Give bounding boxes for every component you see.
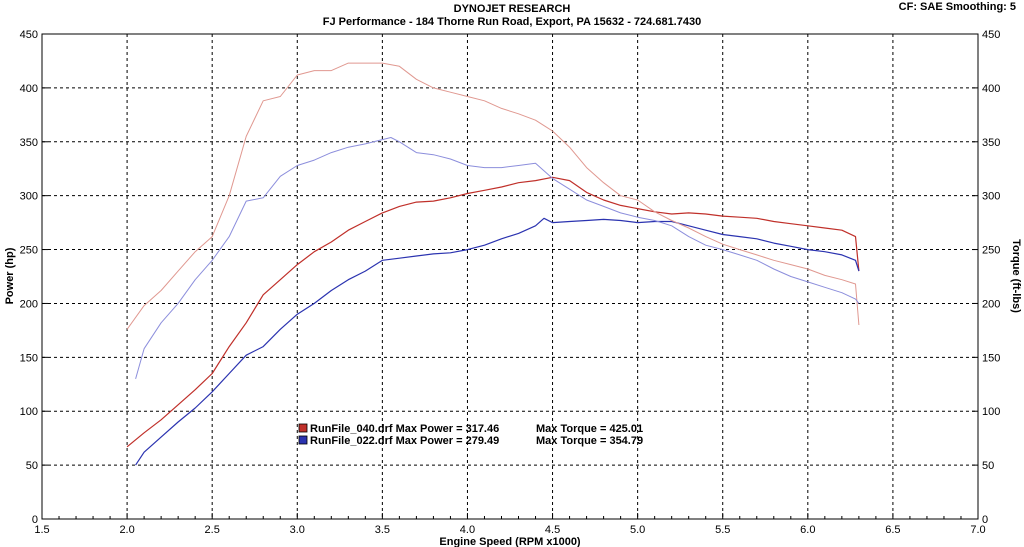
- x-tick-label: 4.0: [460, 524, 475, 536]
- y-tick-label-left: 450: [20, 29, 38, 41]
- x-tick-label: 7.0: [970, 524, 985, 536]
- x-tick-label: 1.5: [34, 524, 49, 536]
- x-tick-label: 2.5: [205, 524, 220, 536]
- x-tick-label: 3.5: [375, 524, 390, 536]
- y-tick-label-right: 150: [982, 352, 1000, 364]
- y-tick-label-right: 200: [982, 298, 1000, 310]
- y-tick-label-left: 150: [20, 352, 38, 364]
- y-tick-label-left: 250: [20, 245, 38, 257]
- x-tick-label: 5.5: [715, 524, 730, 536]
- chart-title: DYNOJET RESEARCH: [454, 3, 571, 15]
- series-line-torque: [135, 137, 860, 380]
- legend-swatch: [298, 423, 308, 433]
- y-tick-label-left: 100: [20, 406, 38, 418]
- x-tick-label: 6.5: [885, 524, 900, 536]
- series-line-power: [126, 176, 860, 448]
- legend-entry-torque: Max Torque = 425.01: [536, 423, 643, 435]
- x-tick-label: 5.0: [630, 524, 645, 536]
- grid: [42, 34, 978, 519]
- y-tick-label-right: 300: [982, 191, 1000, 203]
- y-tick-label-left: 300: [20, 191, 38, 203]
- y-tick-label-left: 400: [20, 83, 38, 95]
- series-group: [126, 62, 860, 466]
- legend-swatch: [298, 435, 308, 445]
- y-tick-label-right: 350: [982, 137, 1000, 149]
- y-tick-label-left: 0: [32, 514, 38, 526]
- y-axis-label-right: Torque (ft-lbs): [1010, 239, 1022, 313]
- legend-entry-torque: Max Torque = 354.79: [536, 435, 643, 447]
- y-tick-label-right: 400: [982, 83, 1000, 95]
- x-tick-label: 4.5: [545, 524, 560, 536]
- y-tick-label-right: 50: [982, 460, 994, 472]
- x-tick-label: 6.0: [800, 524, 815, 536]
- axis-ticks: 1.5 2.0 2.5 3.0 3.5 4.0 4.5 5.0 5.5 6.0 6.5 7.00 050…: [20, 29, 1001, 536]
- y-tick-label-right: 100: [982, 406, 1000, 418]
- x-axis-label: Engine Speed (RPM x1000): [439, 536, 581, 547]
- y-tick-label-left: 200: [20, 298, 38, 310]
- series-line-power: [135, 217, 860, 466]
- y-tick-label-right: 450: [982, 29, 1000, 41]
- y-axis-label-left: Power (hp): [4, 247, 16, 304]
- legend-entry-label: RunFile_040.drf Max Power = 317.46: [310, 423, 499, 435]
- y-tick-label-left: 350: [20, 137, 38, 149]
- x-tick-label: 3.0: [290, 524, 305, 536]
- y-tick-label-right: 250: [982, 245, 1000, 257]
- y-tick-label-right: 0: [982, 514, 988, 526]
- legend-entry-label: RunFile_022.drf Max Power = 279.49: [310, 435, 499, 447]
- plot-frame: [41, 33, 979, 520]
- y-tick-label-left: 50: [26, 460, 38, 472]
- series-line-torque: [126, 62, 860, 330]
- correction-factor-label: CF: SAE Smoothing: 5: [899, 1, 1016, 13]
- chart-subtitle: FJ Performance - 184 Thorne Run Road, Ex…: [323, 16, 701, 28]
- x-tick-label: 2.0: [119, 524, 134, 536]
- legend: RunFile_040.drf Max Power = 317.46 Max To…: [298, 423, 643, 447]
